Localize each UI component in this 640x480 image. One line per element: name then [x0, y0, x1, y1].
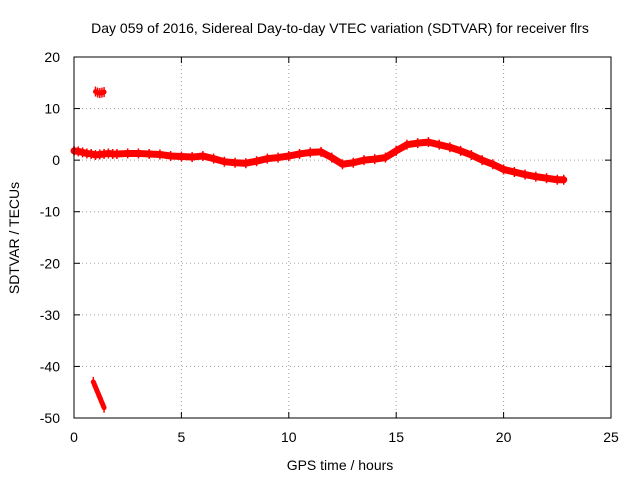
x-axis: 0 5 10 15 20 25	[70, 57, 619, 445]
x-tick-label: 20	[496, 429, 512, 445]
x-axis-label: GPS time / hours	[287, 457, 394, 473]
grid	[74, 57, 611, 418]
y-tick-label: -10	[40, 204, 60, 220]
data-points	[70, 86, 568, 413]
x-tick-label: 0	[70, 429, 78, 445]
plot-frame	[73, 56, 612, 419]
x-tick-label: 25	[603, 429, 619, 445]
y-tick-label: -50	[40, 410, 60, 426]
x-tick-label: 10	[281, 429, 297, 445]
y-axis: -50 -40 -30 -20 -10 0 10 20	[40, 49, 611, 426]
y-tick-label: -20	[40, 255, 60, 271]
y-axis-label: SDTVAR / TECUs	[6, 182, 22, 294]
x-tick-label: 15	[388, 429, 404, 445]
chart-title: Day 059 of 2016, Sidereal Day-to-day VTE…	[91, 20, 589, 36]
series-outlier-low	[90, 376, 107, 413]
y-tick-label: -30	[40, 307, 60, 323]
series-main	[70, 137, 568, 185]
y-tick-label: 10	[44, 101, 60, 117]
y-tick-label: 20	[44, 49, 60, 65]
x-tick-label: 5	[178, 429, 186, 445]
series-outlier-high	[92, 86, 107, 99]
series-band	[70, 138, 568, 184]
y-tick-label: -40	[40, 358, 60, 374]
y-tick-label: 0	[52, 152, 60, 168]
